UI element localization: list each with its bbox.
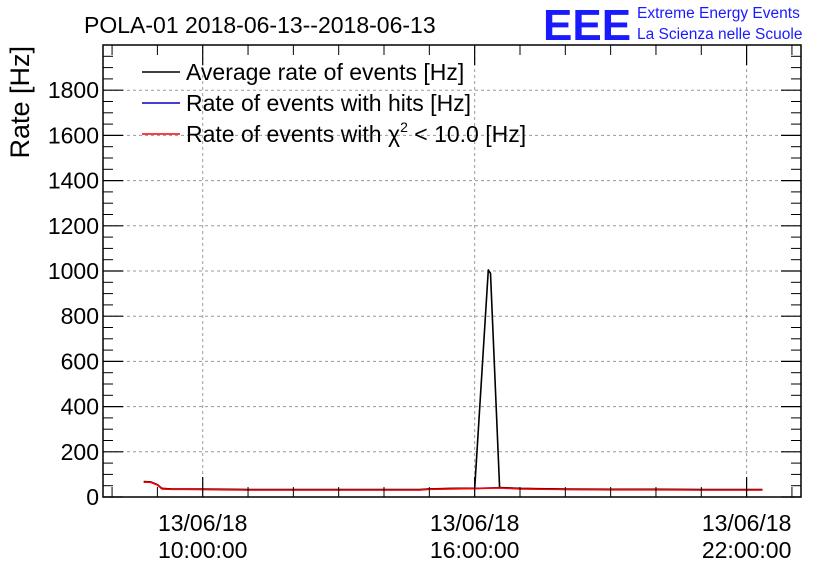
- x-tick-label-date: 13/06/18: [158, 510, 248, 536]
- legend-label-chi2-suffix: < 10.0 [Hz]: [408, 121, 526, 147]
- eee-logo-text: EEE: [543, 1, 631, 50]
- y-tick-label: 600: [61, 348, 99, 374]
- legend-item-hits: Rate of events with hits [Hz]: [142, 90, 471, 116]
- legend-label-chi2-symbol: χ: [388, 121, 400, 147]
- series-line-2: [143, 481, 763, 491]
- org-name-line1: Extreme Energy Events: [637, 5, 800, 22]
- chart-title: POLA-01 2018-06-13--2018-06-13: [84, 12, 436, 38]
- y-tick-label: 1200: [48, 213, 99, 239]
- x-tick-label-date: 13/06/18: [702, 510, 792, 536]
- series-lines: [143, 269, 763, 491]
- series-line-0: [143, 269, 763, 491]
- org-name-line2: La Scienza nelle Scuole: [637, 26, 802, 43]
- legend-item-average: Average rate of events [Hz]: [142, 59, 464, 85]
- x-tick-label-time: 22:00:00: [702, 537, 792, 563]
- x-tick-label-time: 16:00:00: [430, 537, 520, 563]
- y-tick-label: 1400: [48, 168, 99, 194]
- legend-label-chi2: Rate of events with χ2 < 10.0 [Hz]: [186, 119, 526, 147]
- legend-label-chi2-sup: 2: [400, 119, 408, 135]
- y-tick-label: 400: [61, 394, 99, 420]
- x-tick-label-time: 10:00:00: [158, 537, 248, 563]
- x-tick-label-date: 13/06/18: [430, 510, 520, 536]
- y-axis-title: Rate [Hz]: [5, 46, 35, 159]
- y-tick-label: 1000: [48, 258, 99, 284]
- axes: 0 200 400 600 800 1000 1200 1400 1600 1800 13/06/1…: [48, 45, 801, 563]
- legend-label-chi2-prefix: Rate of events with: [186, 121, 388, 147]
- y-tick-label: 1600: [48, 122, 99, 148]
- eee-logo: EEE Extreme Energy Events La Scienza nel…: [543, 1, 802, 50]
- y-tick-label: 1800: [48, 77, 99, 103]
- grid-lines: [103, 45, 801, 497]
- legend: Average rate of events [Hz] Rate of even…: [142, 59, 526, 147]
- legend-label-hits: Rate of events with hits [Hz]: [186, 90, 471, 116]
- y-tick-label: 800: [61, 303, 99, 329]
- legend-label-average: Average rate of events [Hz]: [186, 59, 464, 85]
- legend-item-chi2: Rate of events with χ2 < 10.0 [Hz]: [142, 119, 526, 147]
- y-tick-label: 0: [86, 484, 99, 510]
- y-tick-label: 200: [61, 439, 99, 465]
